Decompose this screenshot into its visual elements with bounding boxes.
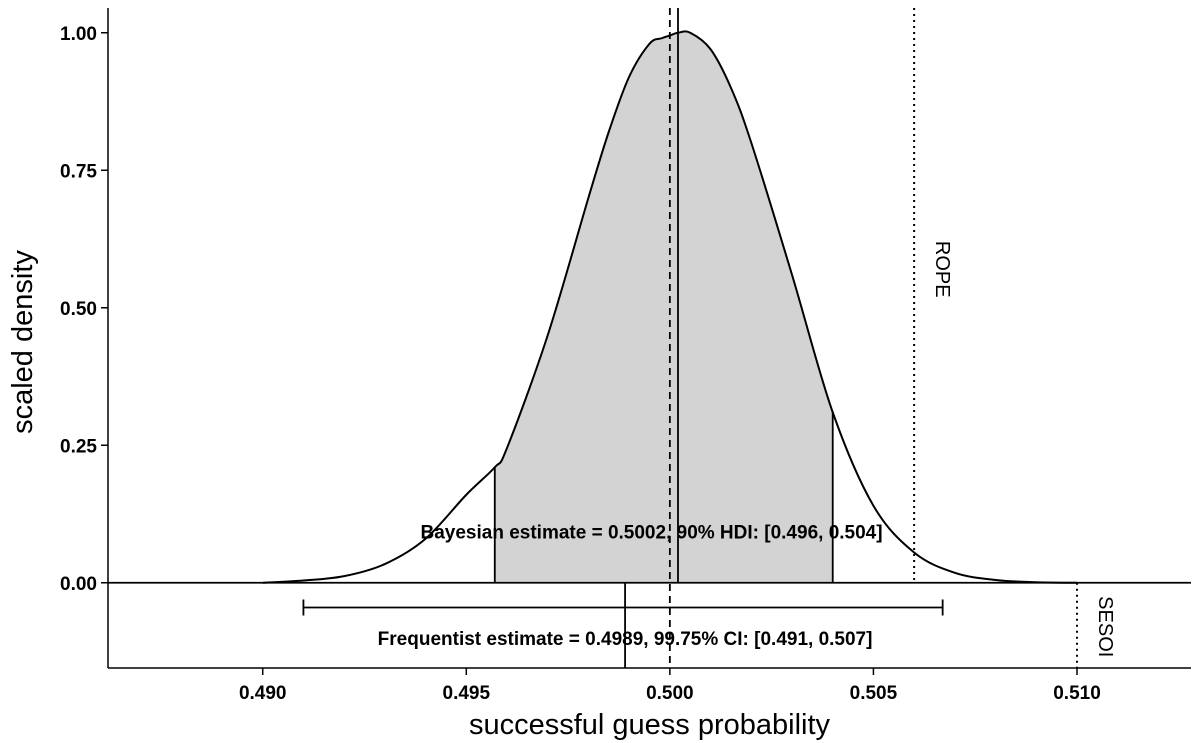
y-tick-label: 0.50: [60, 299, 97, 320]
y-axis-title: scaled density: [7, 250, 39, 434]
frequentist-estimate-label: Frequentist estimate = 0.4989, 99.75% CI…: [378, 629, 873, 650]
x-tick-label: 0.500: [646, 683, 694, 704]
sesoi-label: SESOI: [1094, 596, 1116, 657]
plot-area: Bayesian estimate = 0.5002, 90% HDI: [0.…: [108, 8, 1191, 668]
y-axis-ticks: 0.00 0.25 0.50 0.75 1.00: [60, 24, 108, 595]
x-axis-title: successful guess probability: [469, 709, 831, 741]
y-tick-label: 0.75: [60, 161, 97, 182]
x-axis-ticks: 0.490 0.495 0.500 0.505 0.510: [239, 668, 1101, 704]
axes: 0.00 0.25 0.50 0.75 1.00 0.490 0.495 0.500 0.50…: [60, 8, 1191, 704]
x-tick-label: 0.495: [443, 683, 491, 704]
y-tick-label: 0.25: [60, 436, 97, 457]
x-tick-label: 0.490: [239, 683, 287, 704]
ci-interval: [302, 599, 944, 616]
posterior-density-curve: [262, 30, 1078, 584]
bayesian-estimate-label: Bayesian estimate = 0.5002, 90% HDI: [0.…: [420, 523, 882, 544]
x-tick-label: 0.510: [1053, 683, 1101, 704]
y-tick-label: 1.00: [60, 24, 97, 45]
x-tick-label: 0.505: [850, 683, 898, 704]
rope-label: ROPE: [931, 241, 953, 298]
hdi-shaded-area: [494, 31, 833, 583]
y-tick-label: 0.00: [60, 574, 97, 595]
